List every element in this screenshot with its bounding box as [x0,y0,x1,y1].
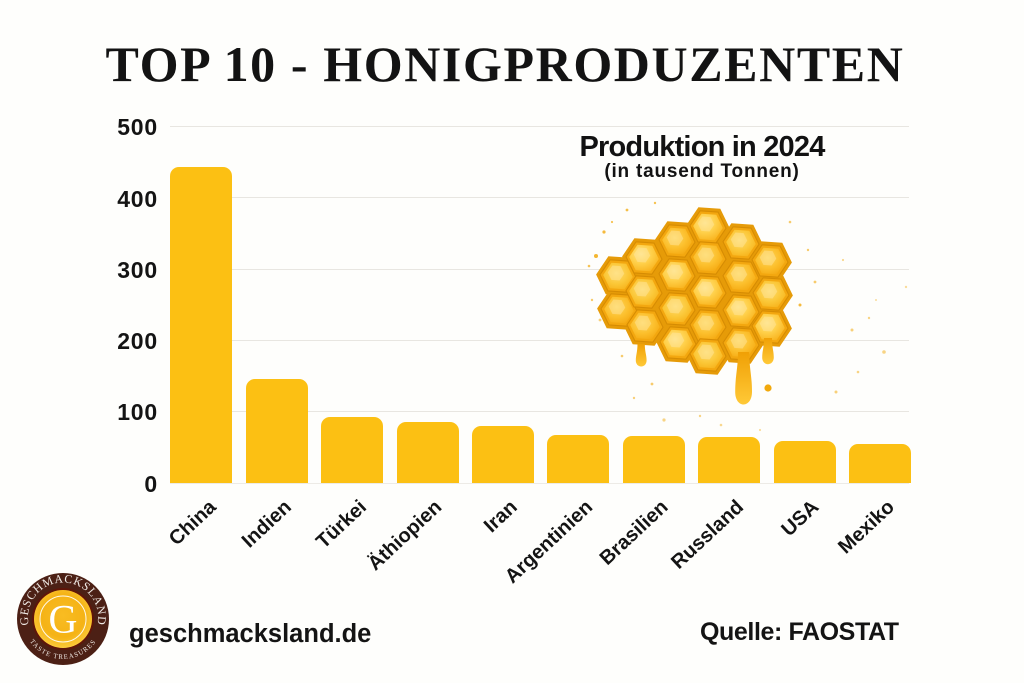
svg-text:G: G [49,597,78,642]
